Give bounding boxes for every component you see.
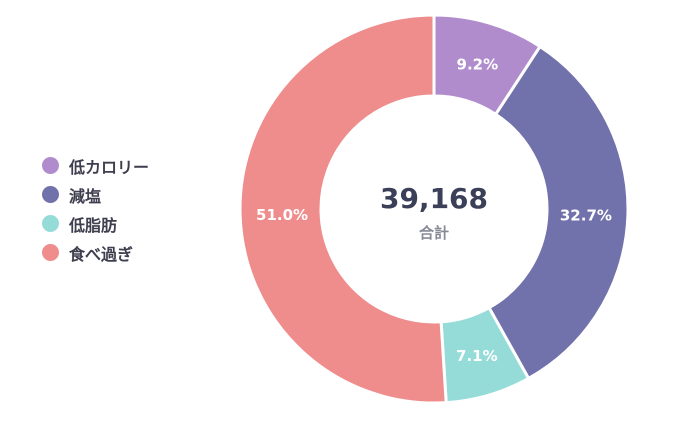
- center-label: 合計: [418, 224, 449, 242]
- legend-label-low-salt: 減塩: [69, 186, 102, 206]
- slice-low-salt[interactable]: [487, 44, 630, 381]
- legend-label-overeating: 食べ過ぎ: [69, 244, 134, 264]
- slices: [238, 13, 630, 405]
- slice-labels: 9.2% 32.7% 7.1% 51.0%: [256, 55, 612, 365]
- legend-swatch-low-calorie: [42, 157, 59, 174]
- center-total: 39,168: [380, 182, 488, 215]
- legend-swatch-low-salt: [42, 186, 59, 203]
- legend-item-overeating: 食べ過ぎ: [42, 241, 149, 264]
- legend-item-low-fat: 低脂肪: [42, 212, 149, 235]
- slice-overeating[interactable]: [238, 13, 448, 405]
- slice-label-low-salt: 32.7%: [560, 206, 612, 224]
- legend-item-low-calorie: 低カロリー: [42, 154, 149, 177]
- slice-label-low-fat: 7.1%: [456, 347, 498, 365]
- legend-swatch-overeating: [42, 244, 59, 261]
- legend-swatch-low-fat: [42, 215, 59, 232]
- legend-label-low-calorie: 低カロリー: [69, 157, 150, 177]
- legend: 低カロリー 減塩 低脂肪 食べ過ぎ: [42, 154, 149, 264]
- legend-label-low-fat: 低脂肪: [69, 215, 118, 235]
- slice-label-low-calorie: 9.2%: [457, 55, 499, 73]
- slice-label-overeating: 51.0%: [256, 206, 308, 224]
- legend-item-low-salt: 減塩: [42, 183, 149, 206]
